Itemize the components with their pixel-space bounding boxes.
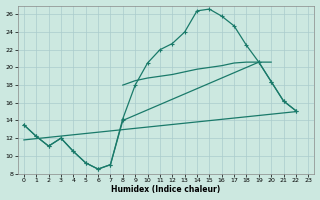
X-axis label: Humidex (Indice chaleur): Humidex (Indice chaleur) [111, 185, 221, 194]
